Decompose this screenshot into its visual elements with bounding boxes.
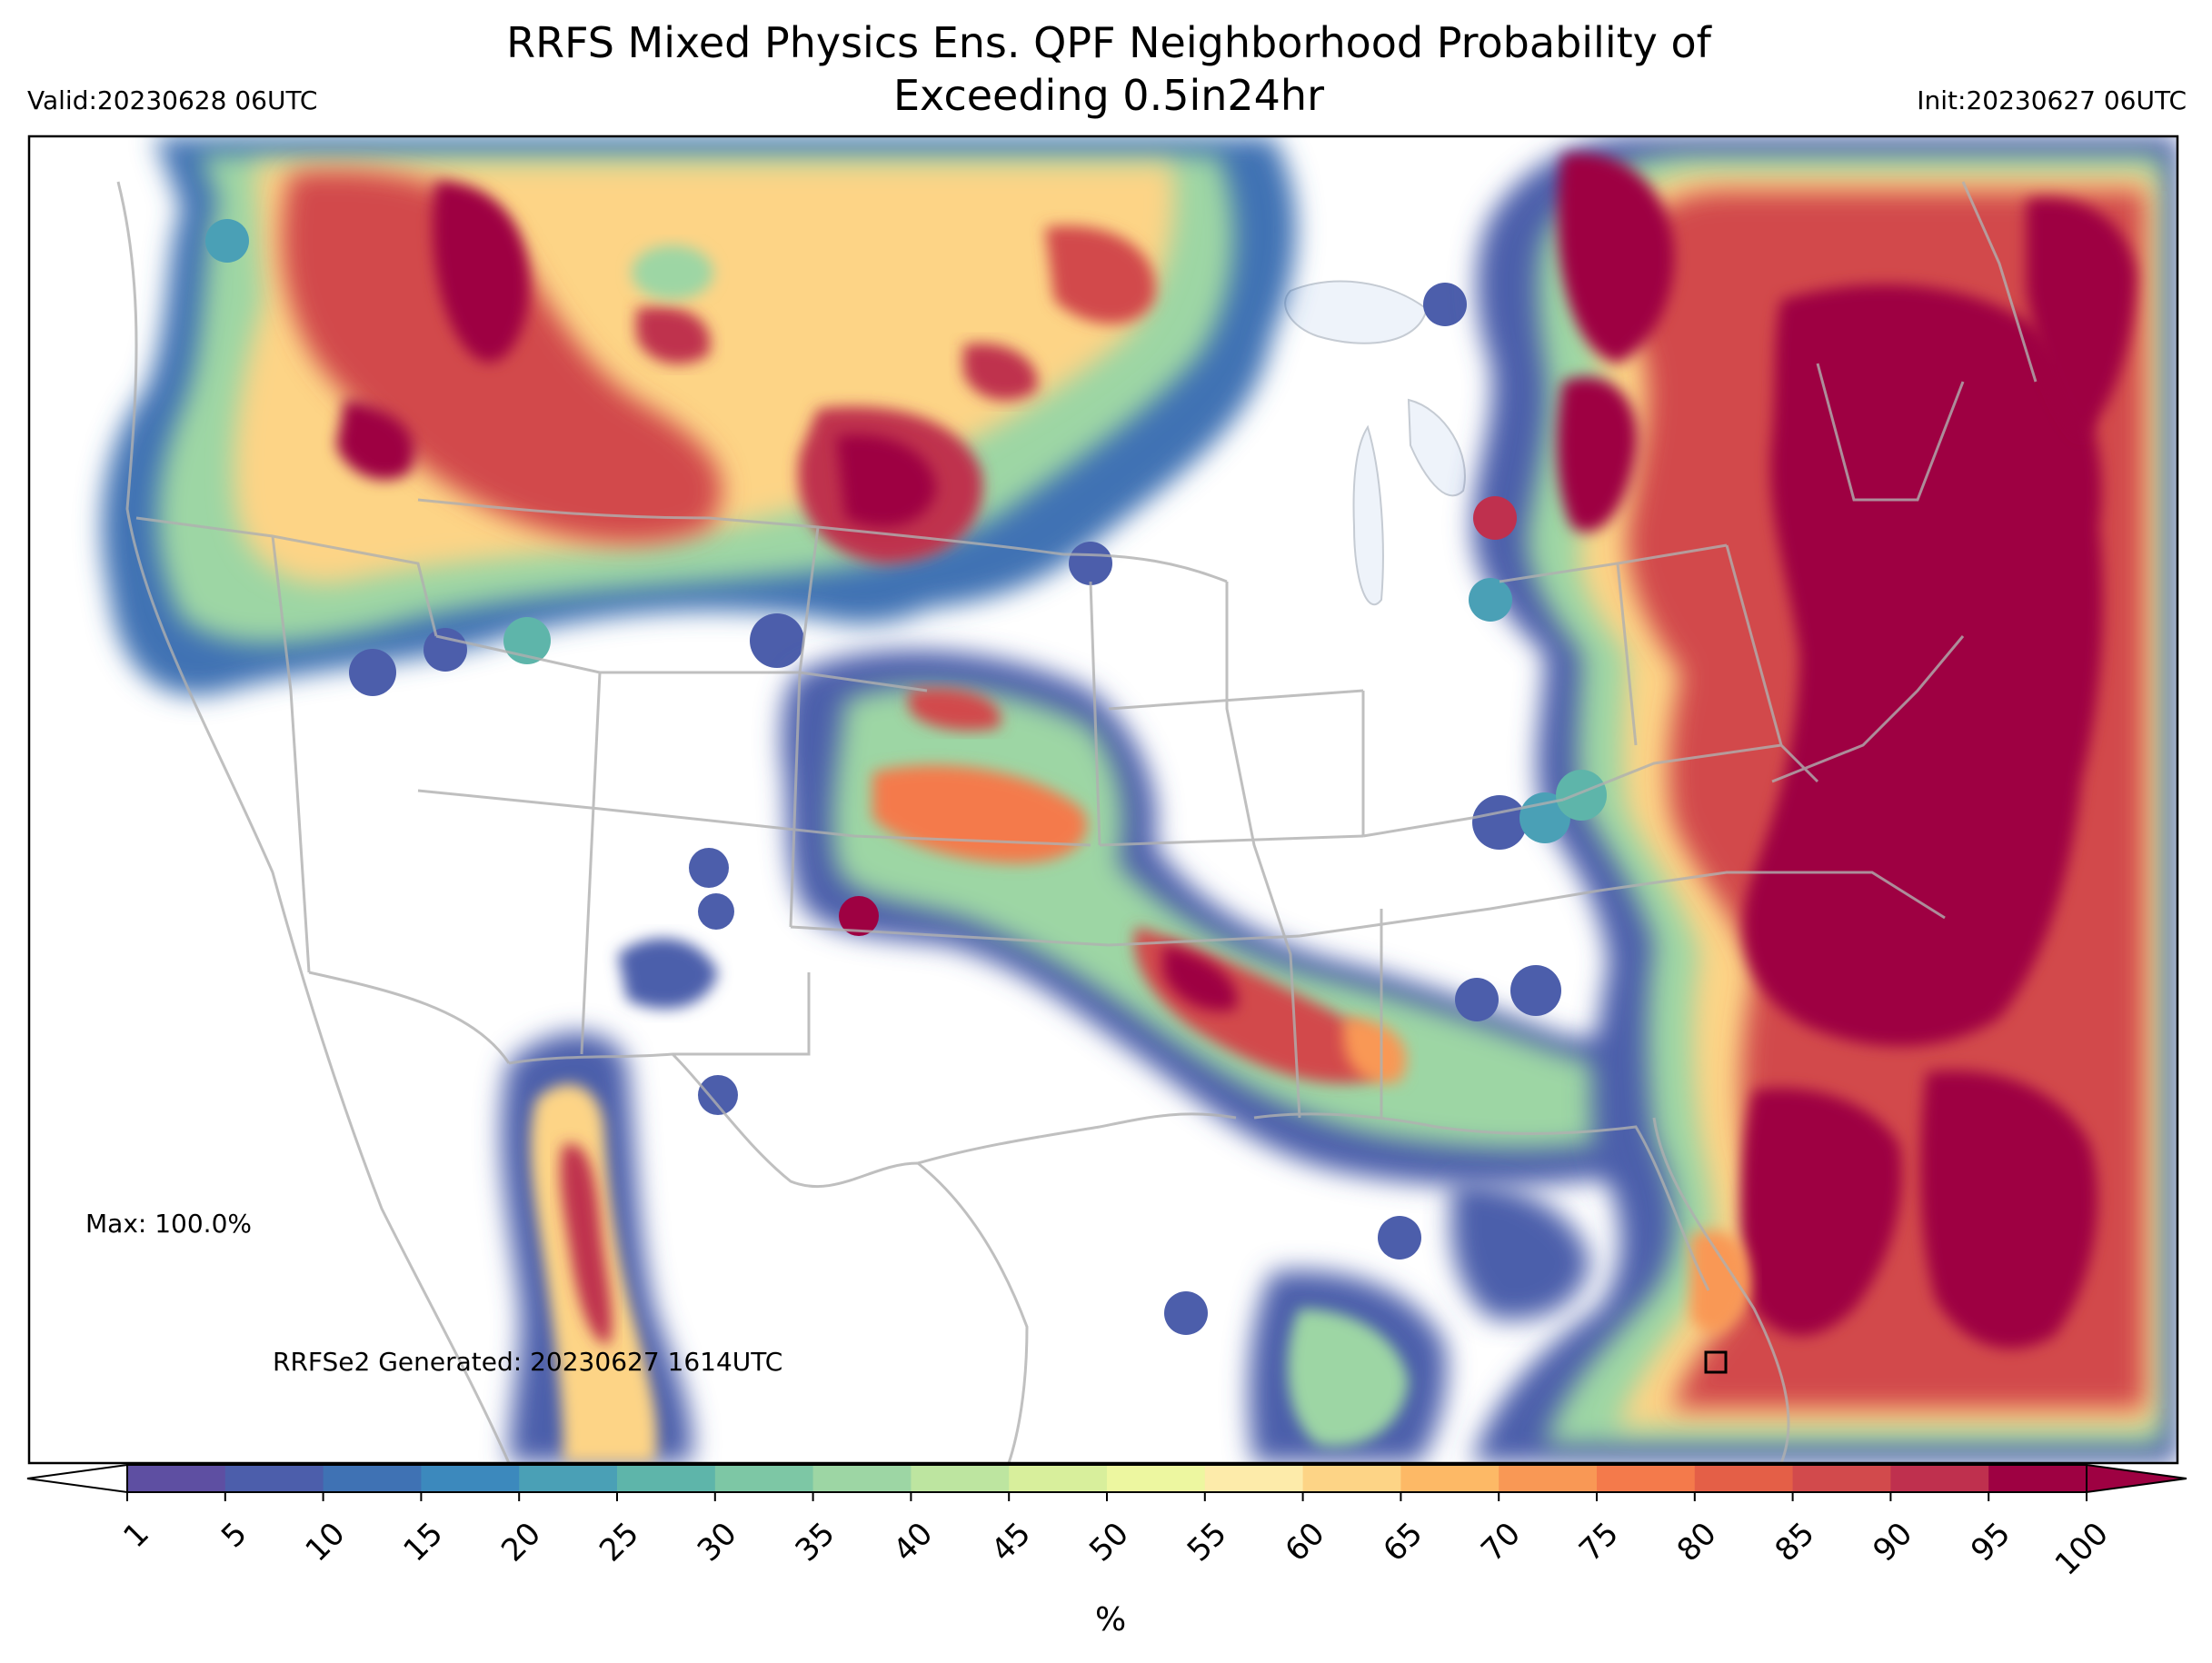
- colorbar-tick-label: 75: [1572, 1516, 1626, 1569]
- chart-title: RRFS Mixed Physics Ens. QPF Neighborhood…: [309, 16, 1908, 122]
- colorbar-tick-label: 45: [984, 1516, 1038, 1569]
- colorbar-segment: [421, 1465, 520, 1492]
- colorbar-segment: [714, 1465, 814, 1492]
- colorbar-tick-label: 35: [789, 1516, 842, 1569]
- colorbar-segment: [224, 1465, 324, 1492]
- colorbar-segment: [1988, 1465, 2087, 1492]
- colorbar-segment: [1694, 1465, 1794, 1492]
- colorbar-tick-label: 55: [1181, 1516, 1234, 1569]
- colorbar-segment: [911, 1465, 1010, 1492]
- colorbar-segment: [1107, 1465, 1206, 1492]
- precip-field: [102, 136, 2177, 1463]
- colorbar-tick-label: 85: [1769, 1516, 1822, 1569]
- valid-time-label: Valid:20230628 06UTC: [27, 85, 318, 115]
- colorbar-tick-label: 30: [691, 1516, 744, 1569]
- colorbar-tick-label: 80: [1670, 1516, 1724, 1569]
- colorbar: 1 5 10 15 20 25 30 35 40 45 50 55 60 65 70 75 80 85 90 95 10…: [26, 1463, 2187, 1583]
- colorbar-extend-max: [2086, 1463, 2187, 1494]
- colorbar-tick-label: 90: [1866, 1516, 1919, 1569]
- colorbar-segment: [1009, 1465, 1108, 1492]
- colorbar-tick-label: 15: [396, 1516, 450, 1569]
- colorbar-tick-label: 5: [214, 1516, 254, 1556]
- colorbar-tick-label: 20: [494, 1516, 548, 1569]
- mexico-band: [501, 848, 738, 1463]
- colorbar-segment: [617, 1465, 716, 1492]
- title-line-2: Exceeding 0.5in24hr: [892, 71, 1324, 120]
- colorbar-segment: [1302, 1465, 1401, 1492]
- colorbar-segment: [1597, 1465, 1696, 1492]
- northwest-rain: [102, 136, 1467, 696]
- colorbar-extend-min: [26, 1463, 128, 1494]
- colorbar-tick-label: 1: [116, 1516, 156, 1556]
- colorbar-segment: [1204, 1465, 1304, 1492]
- colorbar-tick-label: 10: [299, 1516, 353, 1569]
- colorbar-segment: [323, 1465, 422, 1492]
- colorbar-segment: [519, 1465, 618, 1492]
- colorbar-segment: [1792, 1465, 1891, 1492]
- colorbar-tick-label: 65: [1376, 1516, 1430, 1569]
- east-rain: [1455, 136, 2177, 1463]
- colorbar-segment: [1400, 1465, 1500, 1492]
- colorbar-segment: [1499, 1465, 1598, 1492]
- colorbar-segment: [812, 1465, 912, 1492]
- title-line-1: RRFS Mixed Physics Ens. QPF Neighborhood…: [506, 18, 1711, 67]
- generated-label: RRFSe2 Generated: 20230627 1614UTC: [273, 1347, 783, 1377]
- colorbar-segment: [1890, 1465, 1989, 1492]
- init-time-label: Init:20230627 06UTC: [1917, 85, 2187, 115]
- colorbar-segment: [127, 1465, 226, 1492]
- gulf-south-rain: [1164, 1181, 1590, 1463]
- colorbar-tick-label: 100: [2048, 1516, 2116, 1583]
- colorbar-tick-label: 70: [1474, 1516, 1528, 1569]
- map-frame: [27, 134, 2179, 1465]
- great-lakes: [1284, 280, 1466, 606]
- colorbar-tick-label: 40: [886, 1516, 940, 1569]
- borders: [116, 181, 2038, 1463]
- colorbar-tick-label: 50: [1082, 1516, 1136, 1569]
- colorbar-tick-label: 60: [1279, 1516, 1332, 1569]
- colorbar-tick-label: 95: [1964, 1516, 2018, 1569]
- colorbar-unit-label: %: [1095, 1601, 1127, 1638]
- max-value-label: Max: 100.0%: [85, 1209, 252, 1239]
- colorbar-tick-label: 25: [593, 1516, 646, 1569]
- location-marker: [1704, 1350, 1728, 1374]
